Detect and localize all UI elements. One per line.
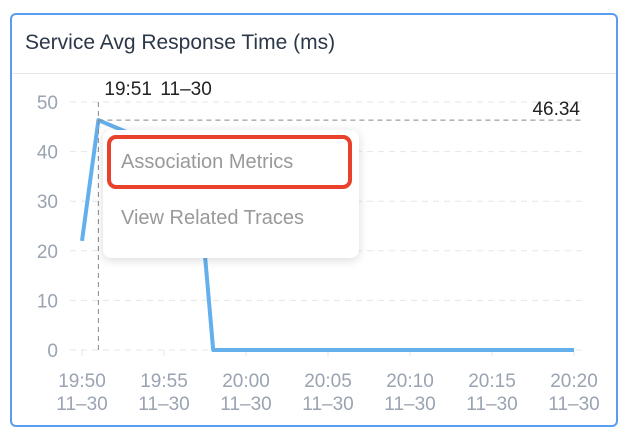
y-tick-label: 30 [37, 192, 58, 213]
chart-panel: Service Avg Response Time (ms) [10, 13, 618, 427]
x-tick-date: 11–30 [384, 394, 435, 415]
x-tick-time: 20:00 [222, 371, 270, 392]
x-tick-time: 20:05 [304, 371, 352, 392]
x-tick-date: 11–30 [466, 394, 517, 415]
x-tick-time: 20:15 [468, 371, 516, 392]
y-tick-label: 50 [37, 93, 58, 114]
y-tick-label: 0 [47, 341, 58, 362]
x-tick-date: 11–30 [302, 394, 353, 415]
crosshair-time-label: 19:51 [104, 79, 152, 100]
x-tick-date: 11–30 [548, 394, 599, 415]
highlight-box [107, 135, 352, 189]
x-tick-time: 19:55 [140, 371, 188, 392]
x-tick-time: 19:50 [58, 371, 106, 392]
menu-item-view-related-traces[interactable]: View Related Traces [121, 207, 305, 229]
crosshair-value-label: 46.34 [532, 99, 580, 120]
panel-title: Service Avg Response Time (ms) [25, 31, 336, 54]
menu-item-association-metrics[interactable]: Association Metrics [121, 151, 294, 173]
context-menu: Association Metrics View Related Traces [103, 130, 359, 258]
x-tick-date: 11–30 [138, 394, 189, 415]
y-tick-label: 20 [37, 242, 58, 263]
x-tick-time: 20:20 [550, 371, 598, 392]
x-tick-date: 11–30 [56, 394, 107, 415]
crosshair-date-label: 11–30 [160, 79, 211, 100]
y-tick-label: 40 [37, 143, 58, 164]
y-tick-label: 10 [37, 291, 58, 312]
x-tick-time: 20:10 [386, 371, 434, 392]
header-divider [12, 73, 616, 74]
x-tick-date: 11–30 [220, 394, 271, 415]
